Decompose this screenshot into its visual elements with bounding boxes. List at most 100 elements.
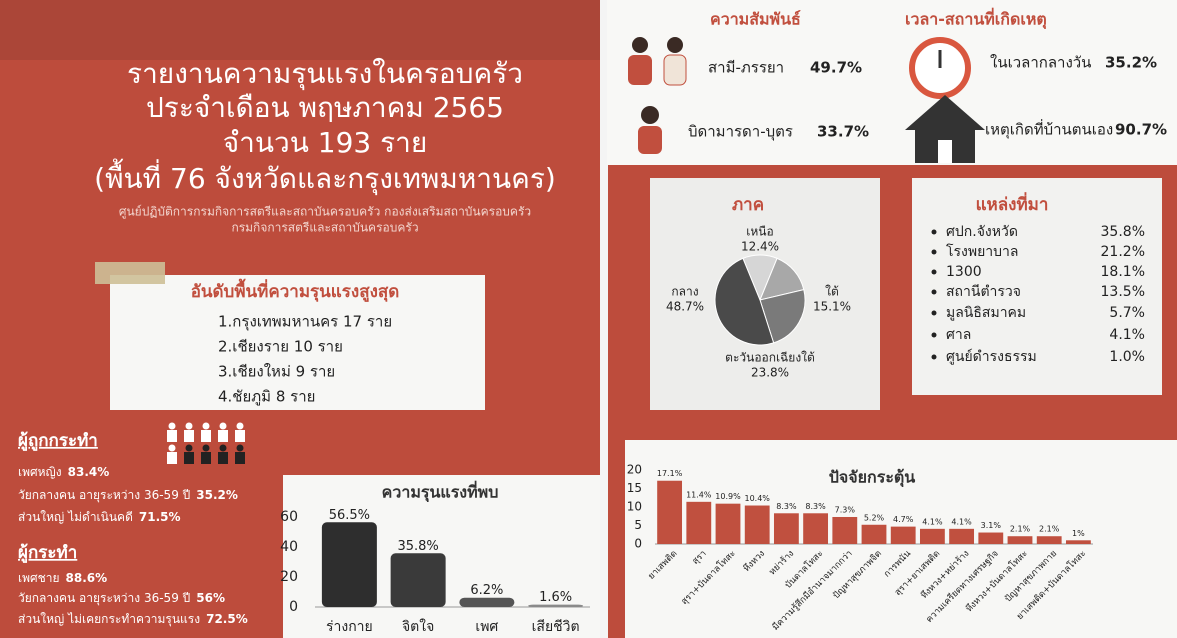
y-tick-label: 40 — [280, 539, 298, 555]
bullet — [932, 290, 937, 295]
value-label: 10.4% — [744, 494, 770, 503]
person-icon — [169, 423, 176, 430]
y-tick-label: 0 — [289, 599, 298, 615]
person-icon — [235, 452, 245, 464]
stat-label: เพศชาย — [18, 571, 60, 585]
x-tick-label: เสียชีวิต — [532, 619, 580, 635]
perpetrators-title: ผู้กระทำ — [18, 543, 77, 564]
x-tick-label: เพศ — [475, 619, 498, 635]
y-tick-label: 20 — [627, 463, 642, 477]
relationship-label: สามี-ภรรยา — [708, 59, 784, 77]
slice-label: เหนือ — [746, 225, 773, 239]
ranking-item: 2.เชียงราย 10 ราย — [218, 338, 343, 356]
source-value: 18.1% — [1101, 264, 1145, 280]
value-label: 17.1% — [657, 469, 683, 478]
value-label: 7.3% — [835, 505, 856, 514]
person-icon — [235, 430, 245, 442]
value-label: 1.6% — [539, 590, 572, 605]
slice-label: กลาง — [671, 285, 698, 299]
y-tick-label: 60 — [280, 509, 298, 525]
bar — [686, 502, 711, 544]
person-icon — [184, 430, 194, 442]
person-icon — [237, 423, 244, 430]
value-label: 10.9% — [715, 492, 741, 501]
bar — [891, 527, 916, 544]
subtitle-line: ศูนย์ปฏิบัติการกรมกิจการสตรีและสถาบันครอ… — [119, 205, 531, 220]
x-tick-label: จิตใจ — [402, 618, 434, 635]
chart-title: ปัจจัยกระตุ้น — [829, 468, 916, 488]
title-line: จำนวน 193 ราย — [223, 126, 428, 159]
bar — [832, 517, 857, 544]
bar — [1008, 536, 1033, 544]
relationship-value: 33.7% — [817, 123, 869, 141]
stat-value: 56% — [196, 591, 225, 605]
bullet — [932, 311, 937, 316]
value-label: 4.1% — [922, 517, 943, 526]
bar — [803, 513, 828, 544]
time-place-label: ในเวลากลางวัน — [990, 54, 1091, 72]
bar — [657, 481, 682, 544]
value-label: 6.2% — [470, 583, 503, 598]
value-label: 8.3% — [776, 502, 797, 511]
relationship-value: 49.7% — [810, 59, 862, 77]
y-tick-label: 0 — [634, 537, 642, 551]
bullet — [932, 250, 937, 255]
person-icon — [169, 445, 176, 452]
value-label: 2.1% — [1039, 525, 1060, 534]
stat-label: เพศหญิง — [18, 465, 62, 479]
chart-title: ความรุนแรงที่พบ — [382, 481, 499, 503]
infographic: รายงานความรุนแรงในครอบครัว ประจำเดือน พฤ… — [0, 0, 1177, 638]
bullet — [932, 270, 937, 275]
title-line: รายงานความรุนแรงในครอบครัว — [127, 57, 523, 91]
stat-label: ส่วนใหญ่ ไม่ดำเนินคดี — [18, 510, 133, 524]
value-label: 56.5% — [329, 508, 370, 523]
person-icon — [203, 423, 210, 430]
page: รายงานความรุนแรงในครอบครัว ประจำเดือน พฤ… — [0, 0, 1177, 638]
source-value: 13.5% — [1101, 284, 1145, 300]
ranking-item: 4.ชัยภูมิ 8 ราย — [218, 388, 315, 406]
stat-label: วัยกลางคน อายุระหว่าง 36-59 ปี — [18, 591, 190, 606]
person-icon — [167, 452, 177, 464]
person-icon — [220, 423, 227, 430]
tape — [95, 262, 165, 284]
time-place-label: เหตุเกิดที่บ้านตนเอง — [985, 119, 1113, 140]
value-label: 4.1% — [951, 517, 972, 526]
ranking-title: อันดับพื้นที่ความรุนแรงสูงสุด — [191, 278, 400, 303]
bar — [949, 529, 974, 544]
stat-value: 88.6% — [66, 571, 108, 585]
person-icon — [186, 423, 193, 430]
y-tick-label: 20 — [280, 569, 298, 585]
stat-line: ส่วนใหญ่ ไม่ดำเนินคดี 71.5% — [18, 510, 181, 524]
source-name: โรงพยาบาล — [946, 243, 1019, 260]
time-place-value: 90.7% — [1115, 121, 1167, 139]
slice-value: 15.1% — [813, 300, 851, 314]
value-label: 8.3% — [805, 502, 826, 511]
value-label: 4.7% — [893, 515, 914, 524]
source-name: ศูนย์ดำรงธรรม — [946, 348, 1037, 365]
source-name: 1300 — [946, 264, 982, 280]
stat-value: 71.5% — [139, 510, 181, 524]
bar — [978, 533, 1003, 544]
source-value: 21.2% — [1101, 244, 1145, 260]
y-tick-label: 10 — [627, 500, 642, 514]
person-icon — [218, 430, 228, 442]
divider — [600, 0, 608, 638]
slice-label: ตะวันออกเฉียงใต้ — [725, 351, 815, 365]
person-icon — [167, 430, 177, 442]
texture — [0, 0, 600, 60]
bar — [1037, 536, 1062, 544]
x-tick-label: ร่างกาย — [326, 619, 373, 635]
person-icon — [186, 445, 193, 452]
time-place-title: เวลา-สถานที่เกิดเหตุ — [905, 8, 1047, 30]
slice-value: 48.7% — [666, 300, 704, 314]
person-icon — [220, 445, 227, 452]
relationship-title: ความสัมพันธ์ — [710, 10, 801, 29]
ranking-item: 3.เชียงใหม่ 9 ราย — [218, 363, 335, 381]
person-icon — [184, 452, 194, 464]
value-label: 35.8% — [397, 539, 438, 554]
y-tick-label: 5 — [634, 518, 642, 532]
slice-value: 12.4% — [741, 240, 779, 254]
source-name: สถานีตำรวจ — [946, 284, 1021, 300]
bar — [862, 525, 887, 544]
title-line: (พื้นที่ 76 จังหวัดและกรุงเทพมหานคร) — [94, 158, 556, 196]
